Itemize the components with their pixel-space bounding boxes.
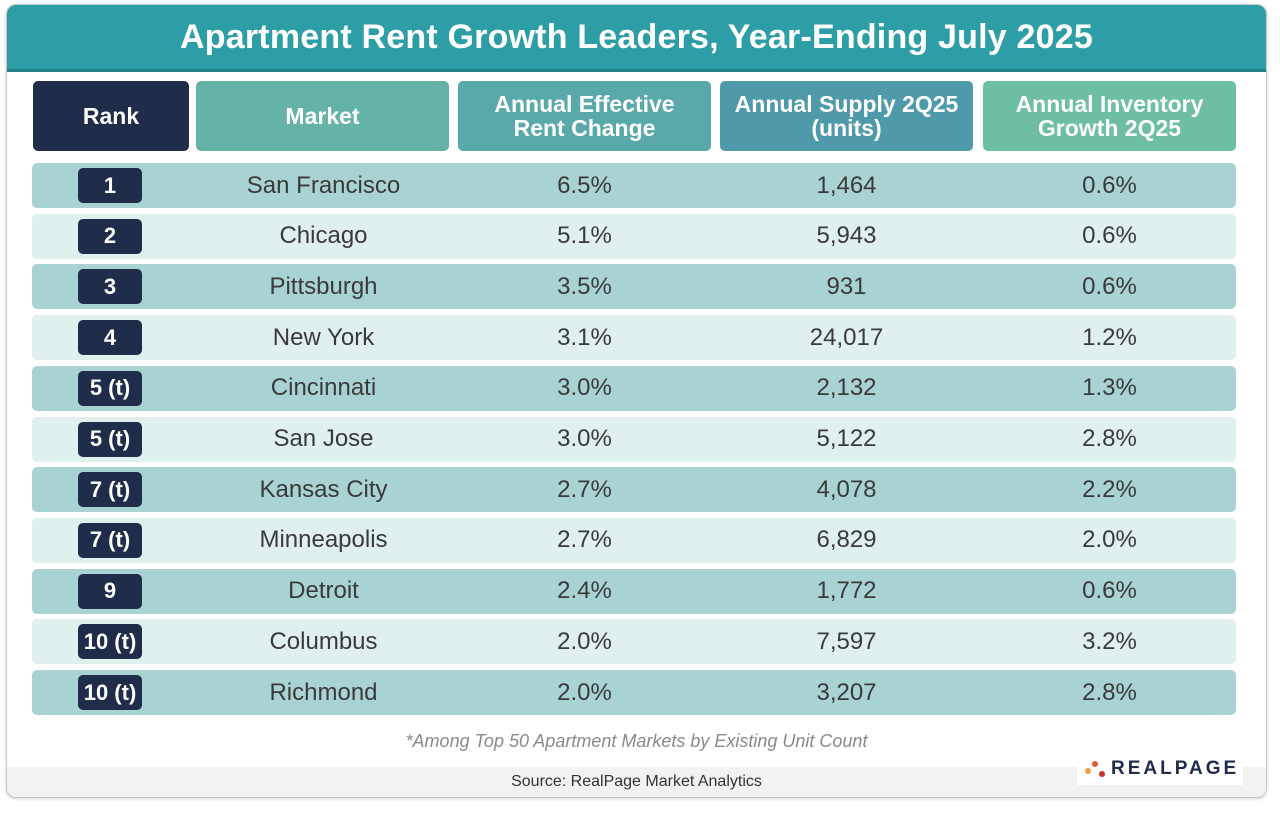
inventory-cell: 1.2%	[1082, 323, 1137, 351]
rank-badge: 4	[78, 320, 142, 356]
header-rent-change-line1: Annual Effective	[494, 91, 675, 117]
inventory-cell: 2.8%	[1082, 678, 1137, 706]
supply-cell: 1,464	[816, 171, 877, 199]
market-cell: Detroit	[288, 577, 359, 605]
rent-change-cell: 3.0%	[557, 425, 612, 452]
rank-cell: 9	[78, 569, 142, 614]
inventory-cell: 0.6%	[1082, 272, 1137, 300]
rent-change-cell: 2.7%	[557, 526, 612, 554]
table-row: 3 Pittsburgh 3.5% 931 0.6%	[32, 264, 1236, 310]
rank-badge: 7 (t)	[78, 522, 142, 558]
rank-badge: 10 (t)	[78, 624, 142, 660]
inventory-cell: 2.2%	[1082, 475, 1137, 503]
source-text: Source: RealPage Market Analytics	[511, 773, 762, 790]
rent-change-cell: 2.7%	[557, 475, 612, 503]
rank-badge: 5 (t)	[78, 421, 142, 457]
inventory-cell: 2.0%	[1082, 526, 1137, 554]
rank-badge: 7 (t)	[78, 472, 142, 508]
logo-text: REALPAGE	[1111, 758, 1240, 779]
footnote: *Among Top 50 Apartment Markets by Exist…	[405, 731, 868, 751]
table-row: 7 (t) Kansas City 2.7% 4,078 2.2%	[32, 467, 1236, 513]
rank-badge: 10 (t)	[78, 675, 142, 710]
supply-cell: 5,943	[816, 222, 877, 250]
rank-badge: 5 (t)	[78, 370, 142, 406]
header-rank: Rank	[33, 81, 189, 151]
table-row: 5 (t) Cincinnati 3.0% 2,132 1.3%	[32, 365, 1236, 411]
supply-cell: 5,122	[816, 425, 877, 452]
market-cell: San Jose	[273, 425, 374, 452]
supply-cell: 1,772	[816, 577, 877, 605]
supply-cell: 6,829	[816, 526, 877, 554]
supply-cell: 2,132	[816, 374, 877, 402]
market-cell: Minneapolis	[259, 526, 388, 554]
supply-cell: 24,017	[809, 323, 884, 351]
rent-change-cell: 6.5%	[557, 171, 612, 199]
header-supply-line1: Annual Supply 2Q25	[734, 91, 959, 117]
rank-cell: 1	[78, 163, 142, 208]
supply-cell: 7,597	[816, 627, 877, 655]
header-inventory-line2: Growth 2Q25	[1037, 115, 1182, 141]
rank-badge: 9	[78, 573, 142, 609]
chart-title: Apartment Rent Growth Leaders, Year-Endi…	[7, 5, 1266, 72]
header-market: Market	[196, 81, 449, 151]
logo-dots-icon	[1085, 759, 1111, 779]
rent-change-cell: 2.0%	[557, 678, 612, 706]
rank-cell: 7 (t)	[78, 518, 142, 563]
header-inventory: Annual Inventory Growth 2Q25	[983, 81, 1236, 151]
header-rent-change: Annual Effective Rent Change	[458, 81, 711, 151]
rank-badge: 1	[78, 168, 142, 203]
header-inventory-line1: Annual Inventory	[1015, 91, 1204, 117]
rent-change-cell: 5.1%	[557, 222, 612, 250]
table-row: 1 San Francisco 6.5% 1,464 0.6%	[32, 163, 1236, 208]
rent-change-cell: 3.5%	[557, 272, 612, 300]
rent-change-cell: 2.0%	[557, 627, 612, 655]
rank-cell: 3	[78, 264, 142, 309]
header-supply-line2: (units)	[811, 115, 882, 141]
header-rank-label: Rank	[82, 103, 140, 129]
rank-cell: 4	[78, 315, 142, 360]
rank-cell: 10 (t)	[78, 670, 142, 715]
supply-cell: 4,078	[816, 475, 877, 503]
table-row: 4 New York 3.1% 24,017 1.2%	[32, 315, 1236, 361]
header-supply: Annual Supply 2Q25 (units)	[720, 81, 973, 151]
header-rent-change-line2: Rent Change	[513, 115, 656, 141]
rent-change-cell: 2.4%	[557, 577, 612, 605]
market-cell: Kansas City	[259, 475, 388, 503]
supply-cell: 3,207	[816, 678, 877, 706]
market-cell: Pittsburgh	[269, 272, 378, 300]
inventory-cell: 2.8%	[1082, 425, 1137, 452]
inventory-cell: 0.6%	[1082, 577, 1137, 605]
rank-cell: 2	[78, 214, 142, 259]
rank-badge: 3	[78, 269, 142, 305]
infographic-card: Apartment Rent Growth Leaders, Year-Endi…	[6, 4, 1267, 798]
market-cell: San Francisco	[246, 171, 401, 199]
source-bar	[7, 767, 1266, 797]
rank-cell: 7 (t)	[78, 467, 142, 512]
rank-cell: 5 (t)	[78, 417, 142, 462]
supply-cell: 931	[826, 272, 867, 300]
header-market-label: Market	[285, 103, 360, 129]
inventory-cell: 0.6%	[1082, 222, 1137, 250]
table-row: 10 (t) Columbus 2.0% 7,597 3.2%	[32, 619, 1236, 665]
rank-cell: 5 (t)	[78, 366, 142, 411]
market-cell: Columbus	[269, 627, 378, 655]
table-row: 2 Chicago 5.1% 5,943 0.6%	[32, 213, 1236, 259]
inventory-cell: 3.2%	[1082, 627, 1137, 655]
realpage-logo: REALPAGE	[1077, 753, 1243, 785]
market-cell: Richmond	[269, 678, 378, 706]
rank-badge: 2	[78, 218, 142, 254]
inventory-cell: 1.3%	[1082, 374, 1137, 402]
rank-cell: 10 (t)	[78, 619, 142, 664]
table-row: 10 (t) Richmond 2.0% 3,207 2.8%	[32, 670, 1236, 715]
table-row: 5 (t) San Jose 3.0% 5,122 2.8%	[32, 416, 1236, 462]
market-cell: New York	[272, 323, 375, 351]
market-cell: Cincinnati	[270, 374, 377, 402]
market-cell: Chicago	[279, 222, 368, 250]
table-row: 7 (t) Minneapolis 2.7% 6,829 2.0%	[32, 517, 1236, 563]
rent-change-cell: 3.0%	[557, 374, 612, 402]
rent-change-cell: 3.1%	[557, 323, 612, 351]
inventory-cell: 0.6%	[1082, 171, 1137, 199]
table-row: 9 Detroit 2.4% 1,772 0.6%	[32, 568, 1236, 614]
